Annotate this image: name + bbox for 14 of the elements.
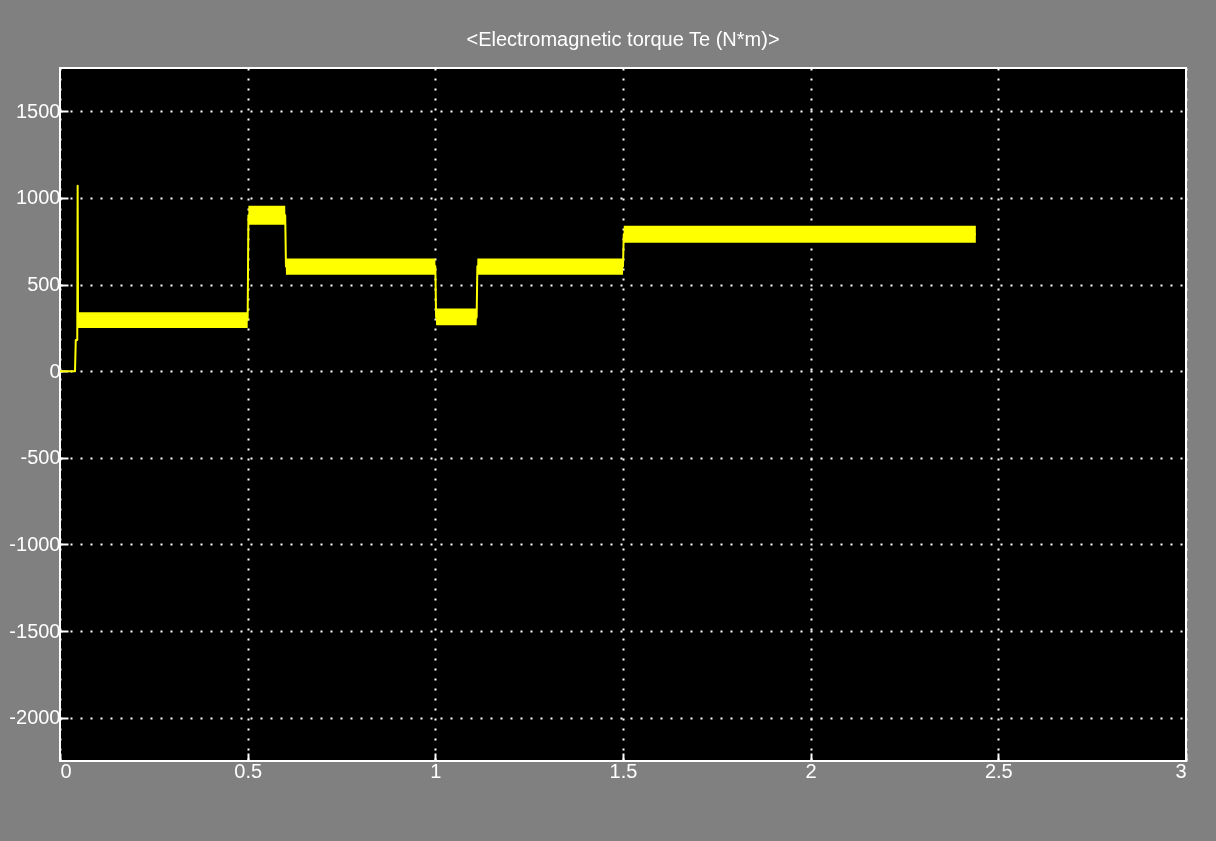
chart-title: <Electromagnetic torque Te (N*m)> <box>466 28 780 50</box>
y-tick-label: -1000 <box>9 532 61 555</box>
x-tick-label: 2.5 <box>984 759 1013 782</box>
y-tick-label: 1000 <box>16 186 61 209</box>
x-tick-label: 1 <box>430 759 442 782</box>
y-tick-label: -1500 <box>9 619 61 642</box>
y-tick-label: -500 <box>20 446 61 469</box>
x-tick-label: 0.5 <box>234 759 263 782</box>
x-tick-label: 2 <box>805 759 817 782</box>
y-tick-label: -2000 <box>9 706 61 729</box>
y-tick-label: 1500 <box>16 99 61 122</box>
x-tick-label: 3 <box>1175 759 1187 782</box>
y-tick-label: 500 <box>27 273 61 296</box>
x-tick-label: 1.5 <box>609 759 638 782</box>
